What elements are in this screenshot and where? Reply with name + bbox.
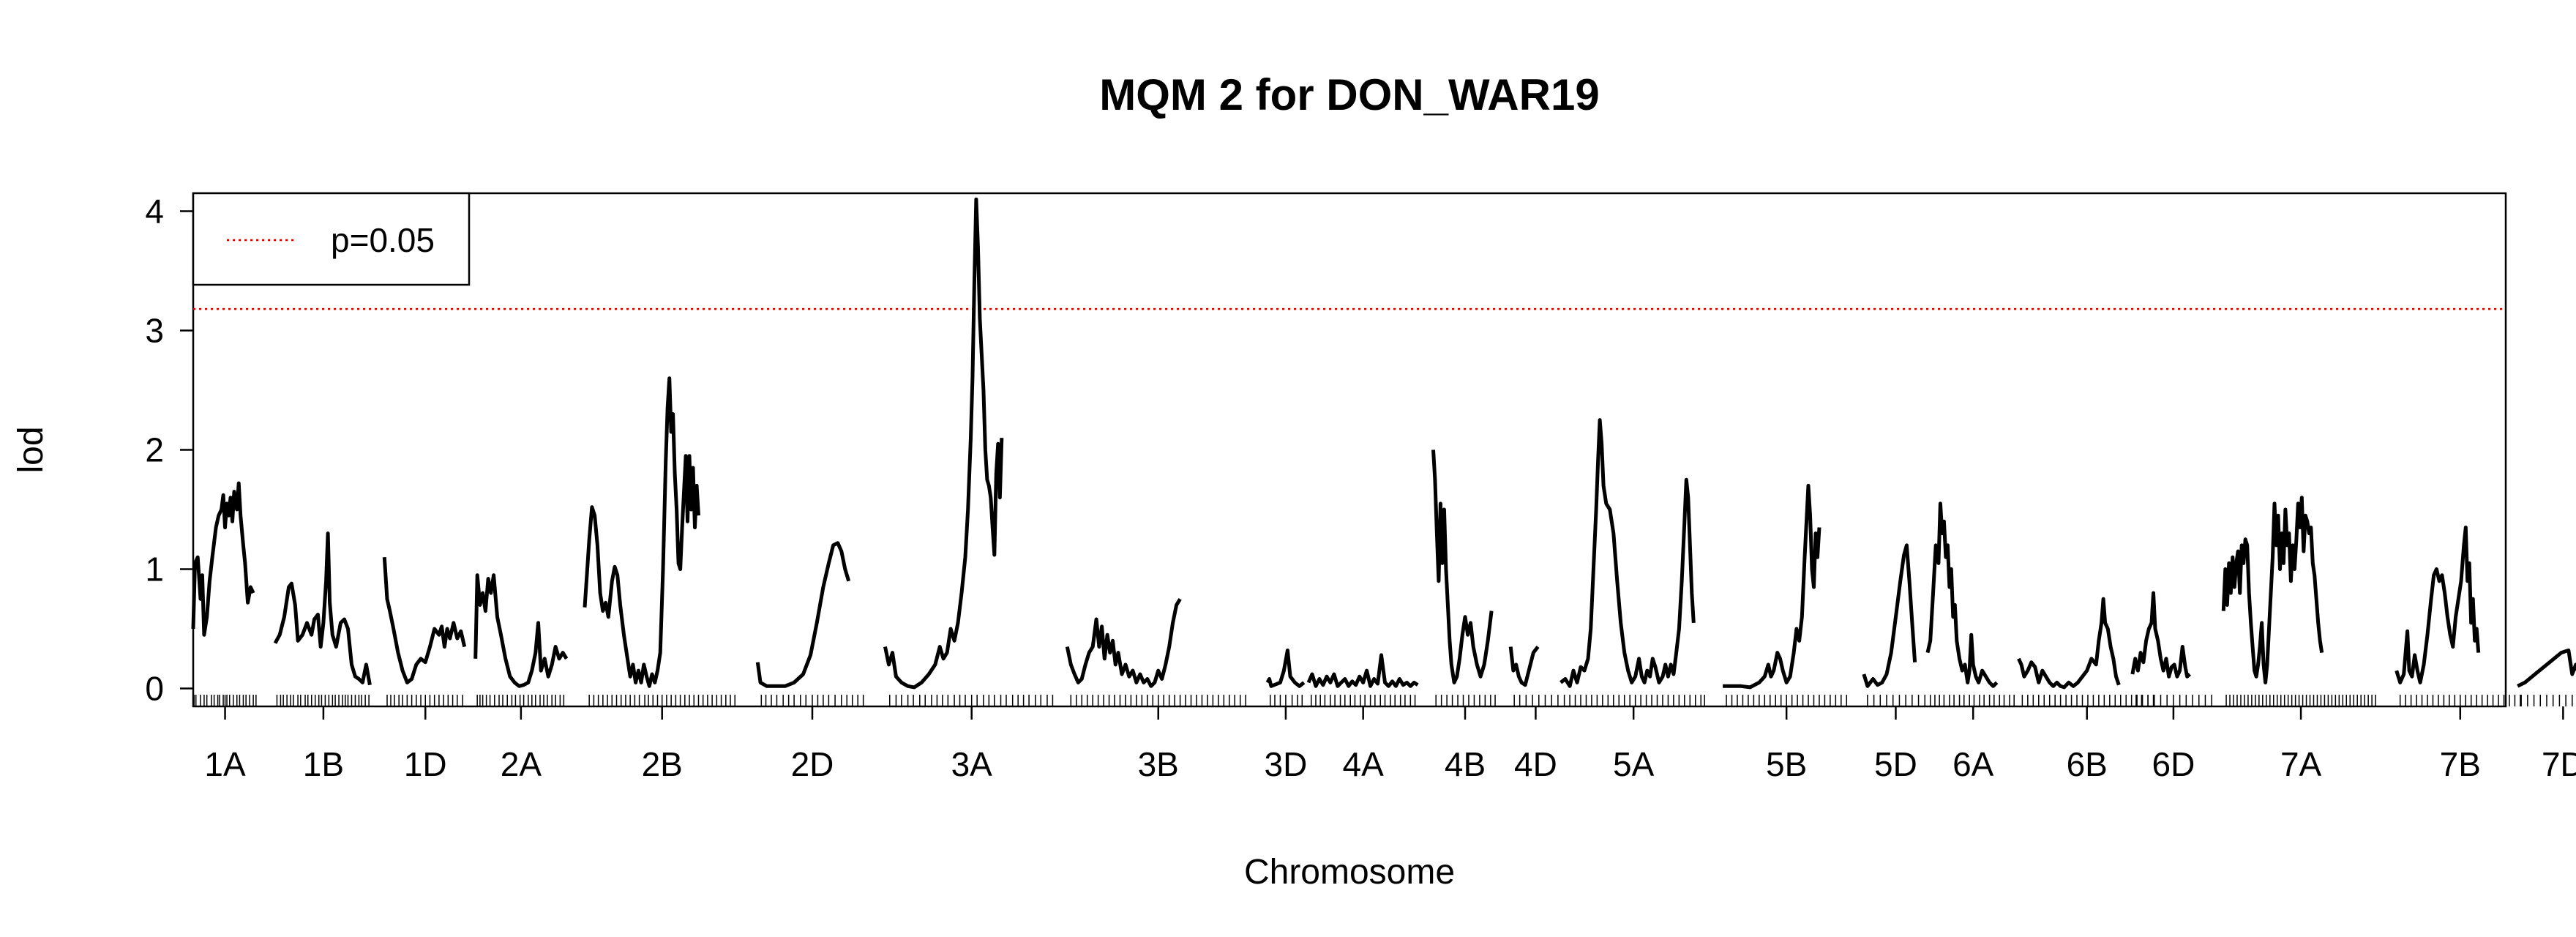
x-tick-label-4A: 4A (1343, 745, 1385, 783)
y-tick-label: 1 (145, 550, 164, 589)
x-tick-label-5D: 5D (1874, 745, 1917, 783)
lod-curve-5D (1862, 543, 1917, 688)
legend: p=0.05 (192, 192, 471, 286)
lod-curve-2B (583, 376, 700, 688)
x-tick-label-3D: 3D (1265, 745, 1308, 783)
x-tick-label-3A: 3A (951, 745, 993, 783)
x-tick-label-5B: 5B (1766, 745, 1807, 783)
x-tick-label-3B: 3B (1138, 745, 1179, 783)
y-tick-label: 0 (145, 670, 164, 708)
lod-curve-3B (1065, 597, 1182, 688)
x-axis-title: Chromosome (1244, 853, 1455, 892)
x-tick-label-1B: 1B (303, 745, 344, 783)
x-tick-label-7A: 7A (2280, 745, 2322, 783)
lod-curve-6A (1925, 501, 1999, 688)
x-tick-label-6B: 6B (2067, 745, 2108, 783)
lod-curve-6B (2017, 597, 2121, 690)
lod-curve-5B (1723, 483, 1821, 690)
lod-curve-1A (191, 481, 255, 637)
legend-label: p=0.05 (331, 221, 435, 259)
x-tick-label-2B: 2B (642, 745, 683, 783)
lod-curve-2D (755, 541, 851, 688)
lod-curve-4B (1431, 449, 1494, 684)
plot-area: 0 1 2 3 4 1A 1B 1D 2A 2B 2D 3A 3B 3D 4A 4B 4D 5A 5B 5D 6A 6B 6… (145, 192, 2576, 783)
y-tick-label: 3 (145, 311, 164, 349)
lod-curve-7B (2395, 526, 2481, 684)
x-tick-label-7D: 7D (2542, 745, 2576, 783)
y-tick-label: 2 (145, 431, 164, 469)
chart-title: MQM 2 for DON_WAR19 (1099, 70, 1599, 119)
lod-curve-7A (2221, 496, 2324, 684)
lod-curve-6D (2130, 591, 2191, 679)
lod-curve-1B (273, 531, 372, 686)
lod-curve-2A (473, 573, 569, 688)
legend-box (192, 192, 471, 286)
y-tick-label: 4 (145, 192, 164, 230)
x-tick-label-6D: 6D (2152, 745, 2195, 783)
y-axis-title: lod (12, 426, 50, 473)
x-tick-label-1D: 1D (404, 745, 447, 783)
x-tick-label-4B: 4B (1445, 745, 1486, 783)
x-tick-label-1A: 1A (204, 745, 246, 783)
x-tick-label-7B: 7B (2440, 745, 2481, 783)
x-tick-label-5A: 5A (1613, 745, 1655, 783)
lod-curve-3A (883, 197, 1004, 690)
x-tick-label-6A: 6A (1952, 745, 1994, 783)
lod-curve-5A (1560, 418, 1696, 688)
lod-curve-3D (1265, 648, 1306, 688)
lod-curve-7D (2517, 648, 2576, 688)
x-tick-label-2D: 2D (791, 745, 834, 783)
lod-curve-1D (382, 557, 467, 684)
lod-curve-4D (1508, 645, 1540, 687)
lod-curve-4A (1306, 653, 1419, 688)
x-tick-label-2A: 2A (501, 745, 542, 783)
x-tick-label-4D: 4D (1514, 745, 1557, 783)
